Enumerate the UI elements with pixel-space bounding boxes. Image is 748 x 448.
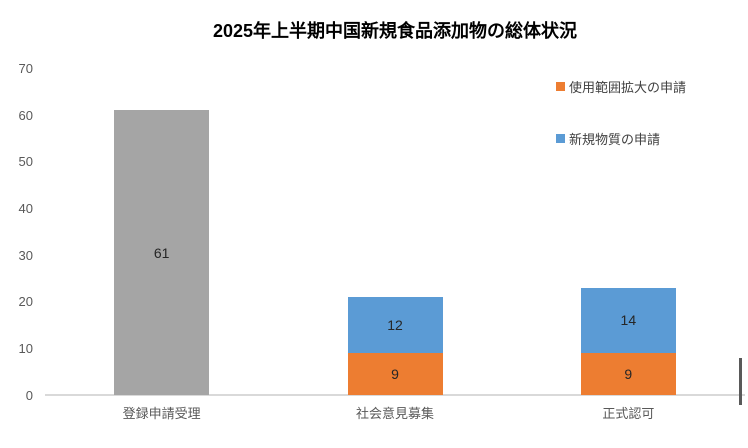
bar-segment: 9 bbox=[580, 353, 676, 395]
x-axis-line bbox=[45, 394, 745, 396]
x-category-label: 正式認可 bbox=[602, 406, 655, 421]
data-label: 9 bbox=[624, 366, 633, 382]
y-tick-label: 60 bbox=[18, 107, 33, 123]
data-label: 9 bbox=[391, 366, 399, 382]
legend-item-expanded-use: 使用範囲拡大の申請 bbox=[556, 79, 687, 95]
data-label: 14 bbox=[620, 312, 637, 329]
bar-segment: 9 bbox=[347, 353, 443, 395]
y-tick-label: 50 bbox=[18, 154, 33, 170]
legend-swatch-blue-icon bbox=[556, 133, 565, 143]
chart-title: 2025年上半期中国新規食品添加物の総体状況 bbox=[212, 21, 578, 41]
legend-item-new-substance: 新規物質の申請 bbox=[556, 131, 686, 147]
y-tick-label: 0 bbox=[25, 387, 33, 403]
legend-label: 新規物質の申請 bbox=[569, 131, 661, 147]
x-category-label: 登録申請受理 bbox=[122, 406, 201, 421]
y-tick-label: 30 bbox=[18, 247, 33, 263]
y-tick-label: 20 bbox=[18, 294, 33, 310]
y-tick-label: 40 bbox=[18, 200, 33, 216]
legend: 使用範囲拡大の申請 新規物質の申請 bbox=[556, 79, 686, 183]
x-category-label: 社会意見募集 bbox=[355, 406, 434, 421]
scrollbar-thumb[interactable] bbox=[739, 358, 742, 405]
bar-segment: 61 bbox=[114, 110, 210, 395]
bar-segment: 12 bbox=[347, 297, 443, 354]
data-label: 61 bbox=[153, 244, 170, 261]
bar-segment: 14 bbox=[580, 287, 676, 354]
legend-swatch-orange-icon bbox=[556, 81, 565, 91]
legend-label: 使用範囲拡大の申請 bbox=[569, 79, 687, 95]
y-tick-label: 70 bbox=[18, 61, 33, 76]
y-tick-label: 10 bbox=[18, 340, 33, 356]
data-label: 12 bbox=[387, 317, 403, 334]
